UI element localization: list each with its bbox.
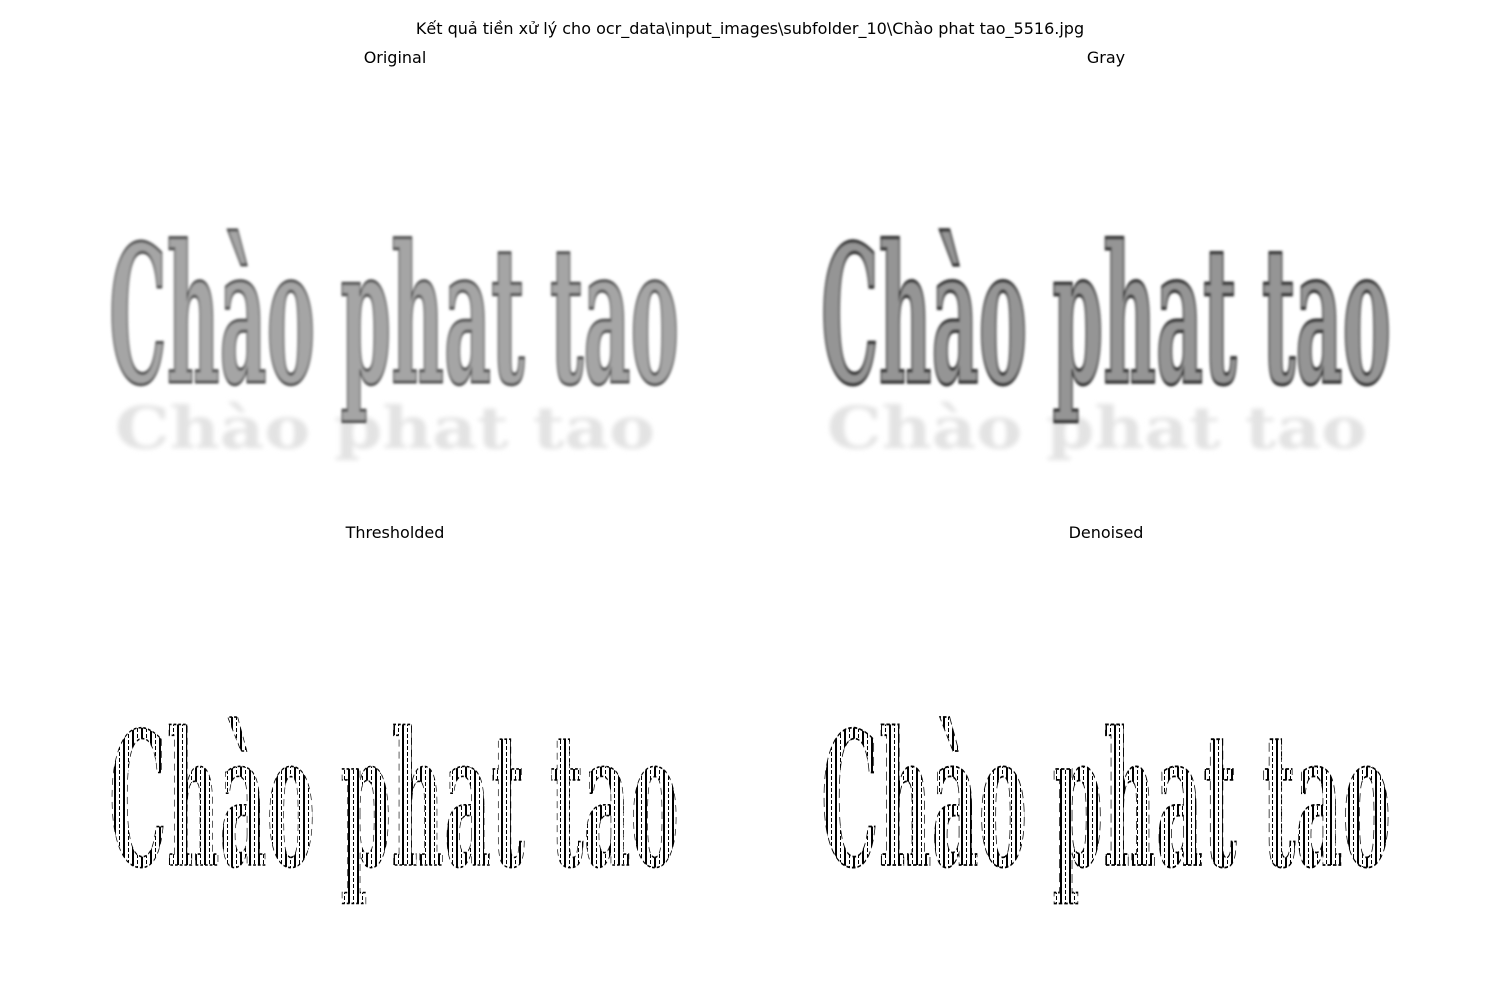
panel-image-thresholded: Chào phat tao Chào phat tao — [105, 650, 690, 940]
panel-title-denoised: Denoised — [1068, 523, 1144, 542]
gray-image: Chào phat tao Chào phat tao — [819, 202, 1393, 462]
gray-main-text: Chào phat tao — [821, 204, 1391, 427]
thresholded-image: Chào phat tao Chào phat tao — [108, 690, 680, 910]
panel-image-gray: Chào phat tao Chào phat tao — [817, 110, 1402, 510]
original-main-text: Chào phat tao — [109, 204, 679, 427]
panel-image-original: Chào phat tao Chào phat tao — [105, 110, 690, 510]
figure-suptitle: Kết quả tiền xử lý cho ocr_data\input_im… — [415, 19, 1085, 38]
denoised-speckle-text: Chào phat tao — [821, 691, 1391, 909]
original-ghost-text: Chào phat tao — [115, 394, 655, 462]
thresholded-speckle-text: Chào phat tao — [109, 691, 679, 909]
panel-image-denoised: Chào phat tao Chào phat tao — [817, 650, 1402, 940]
thresholded-outline-text: Chào phat tao — [109, 691, 679, 909]
panel-title-original: Original — [363, 48, 427, 67]
gray-ghost-text: Chào phat tao — [827, 394, 1367, 462]
denoised-outline-text: Chào phat tao — [821, 691, 1391, 909]
panel-title-gray: Gray — [1086, 48, 1126, 67]
original-image: Chào phat tao Chào phat tao — [108, 203, 681, 463]
denoised-image: Chào phat tao Chào phat tao — [820, 690, 1392, 910]
panel-title-thresholded: Thresholded — [345, 523, 445, 542]
